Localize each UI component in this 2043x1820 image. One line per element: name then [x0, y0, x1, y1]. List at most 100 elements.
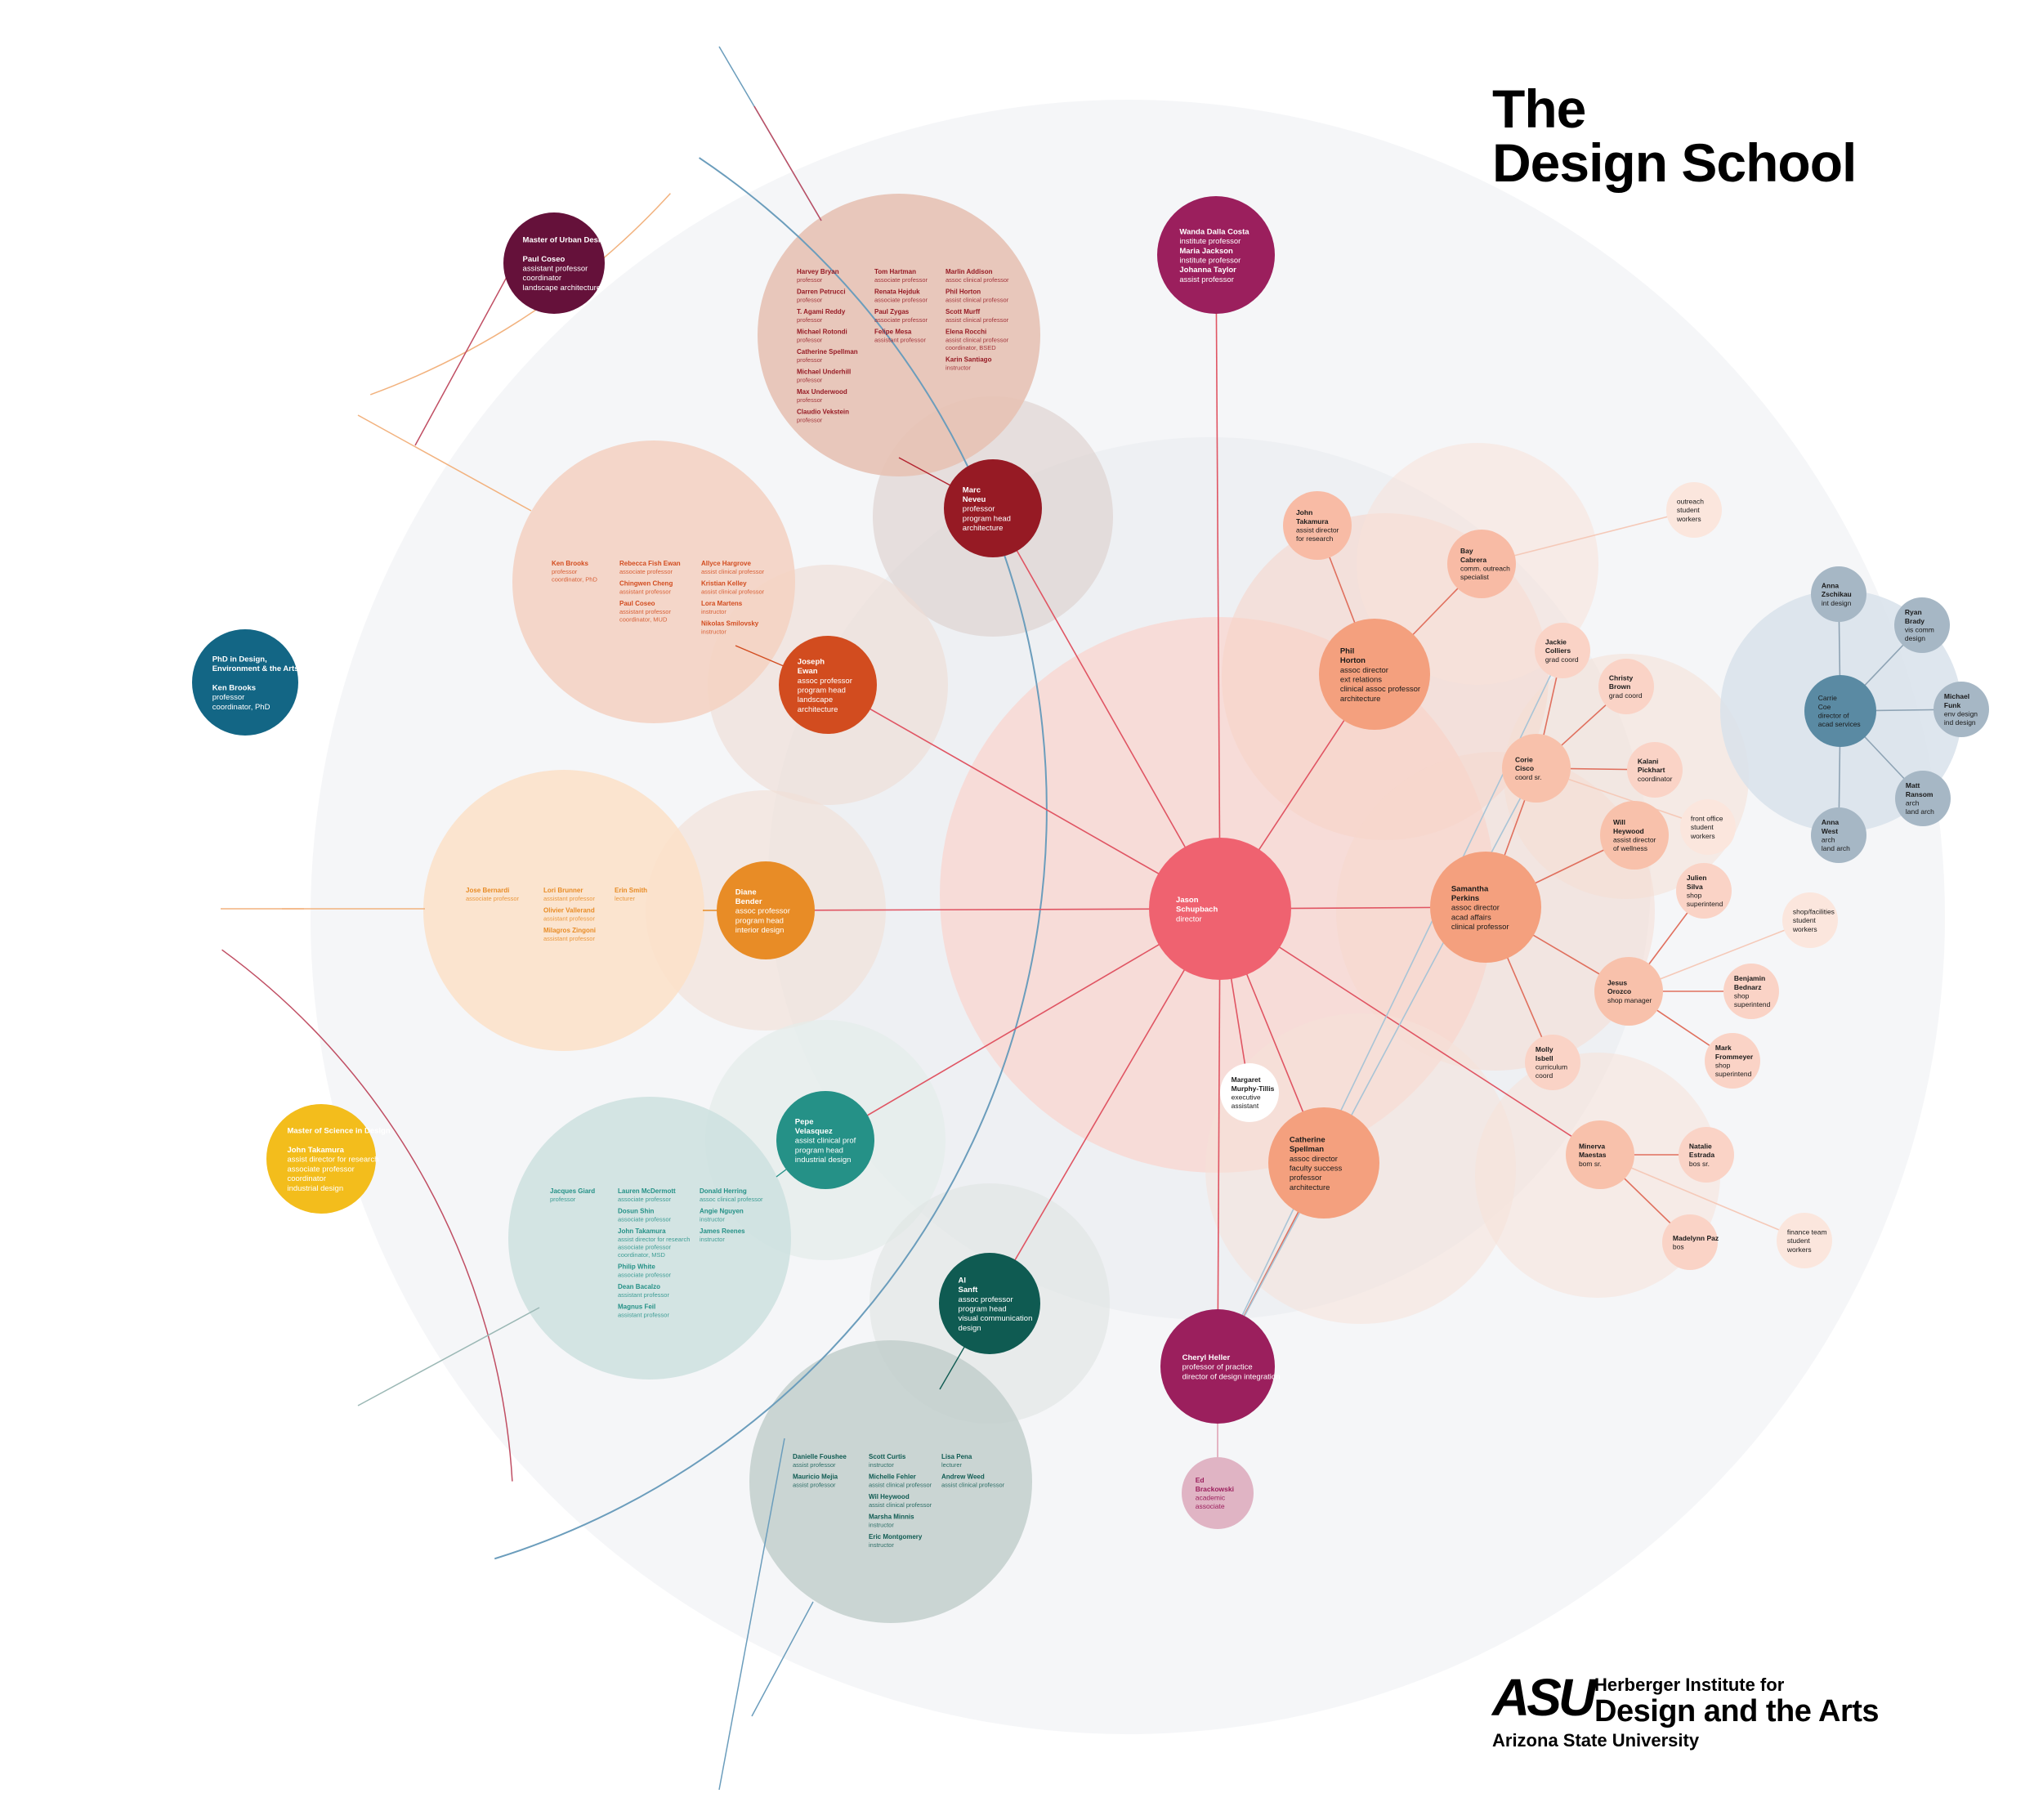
- node-text-annaw-1: West: [1822, 827, 1838, 835]
- node-text-catherine-4: professor: [1290, 1174, 1322, 1183]
- node-text-bay-3: specialist: [1460, 573, 1490, 581]
- node-text-corie-0: Corie: [1515, 755, 1533, 763]
- faculty-name: Milagros Zingoni: [543, 927, 596, 934]
- node-text-director-1: Schupbach: [1176, 906, 1218, 914]
- node-mud[interactable]: Master of Urban Design Paul Coseoassistan…: [503, 212, 610, 314]
- faculty-role: lecturer: [615, 895, 636, 902]
- faculty-name: Paul Coseo: [619, 600, 655, 607]
- node-text-benjamin-3: superintend: [1734, 1000, 1771, 1008]
- node-text-pepe-0: Pepe: [795, 1117, 814, 1126]
- faculty-role: assistant professor: [619, 588, 671, 596]
- node-text-minerva-0: Minerva: [1579, 1142, 1605, 1150]
- node-circle-will: [1600, 801, 1669, 870]
- node-text-catherine-0: Catherine: [1290, 1135, 1325, 1144]
- connector-director-cheryl: [1217, 908, 1221, 1367]
- connector-director-wanda: [1215, 254, 1221, 910]
- faculty-role: professor: [797, 316, 823, 324]
- node-text-catherine-1: Spellman: [1290, 1145, 1324, 1154]
- node-text-matt-0: Matt: [1906, 781, 1920, 789]
- faculty-name: Michael Rotondi: [797, 329, 847, 336]
- node-text-samantha-0: Samantha: [1451, 884, 1489, 893]
- faculty-role: assistant professor: [618, 1291, 669, 1299]
- connector-director-minerva: [1219, 908, 1601, 1156]
- faculty-name: Philip White: [618, 1263, 655, 1271]
- fan-connector-3: [414, 269, 512, 446]
- node-circle-molly: [1525, 1035, 1580, 1090]
- node-text-margaret-1: Murphy-Tillis: [1232, 1084, 1275, 1093]
- faculty-role: professor: [797, 337, 823, 344]
- faculty-role: assist clinical professor: [946, 297, 1009, 304]
- faculty-role: associate professor: [618, 1244, 672, 1251]
- node-circle-ed: [1182, 1457, 1254, 1529]
- faculty-role: instructor: [700, 1216, 725, 1223]
- connector-bay-outreach: [1481, 509, 1695, 565]
- faculty-name: Jose Bernardi: [466, 887, 509, 894]
- node-phd[interactable]: PhD in Design,Environment & the Arts Ken …: [192, 629, 298, 736]
- node-text-msd-6: industrial design: [287, 1184, 343, 1193]
- node-text-mud-3: assistant professor: [523, 265, 588, 274]
- node-msd[interactable]: Master of Science in Design John Takamura…: [266, 1104, 391, 1214]
- node-text-john-3: for research: [1296, 534, 1334, 543]
- page-title: The Design School: [1492, 82, 1857, 190]
- faculty-name: Felipe Mesa: [874, 329, 912, 336]
- faculty-name: Dosun Shin: [618, 1208, 655, 1215]
- fan-connector-7: [718, 1438, 785, 1791]
- node-circle-jackie: [1535, 623, 1590, 678]
- faculty-role: professor: [797, 417, 823, 424]
- faculty-name: Claudio Vekstein: [797, 409, 849, 416]
- faculty-name: Marlin Addison: [946, 268, 993, 275]
- faculty-name: Nikolas Smilovsky: [701, 620, 759, 628]
- node-text-phil-4: clinical assoc professor: [1340, 685, 1420, 694]
- faculty-role: assist clinical professor: [946, 316, 1009, 324]
- faculty-role: professor: [797, 276, 823, 284]
- faculty-name: Angie Nguyen: [700, 1208, 744, 1215]
- node-text-joseph-2: assoc professor: [798, 677, 852, 686]
- node-text-marc-4: architecture: [963, 524, 1004, 533]
- node-text-samantha-1: Perkins: [1451, 894, 1479, 903]
- node-circle-director: [1149, 838, 1291, 980]
- logo-line-3: Arizona State University: [1492, 1730, 1700, 1751]
- node-text-jackie-2: grad coord: [1545, 655, 1579, 664]
